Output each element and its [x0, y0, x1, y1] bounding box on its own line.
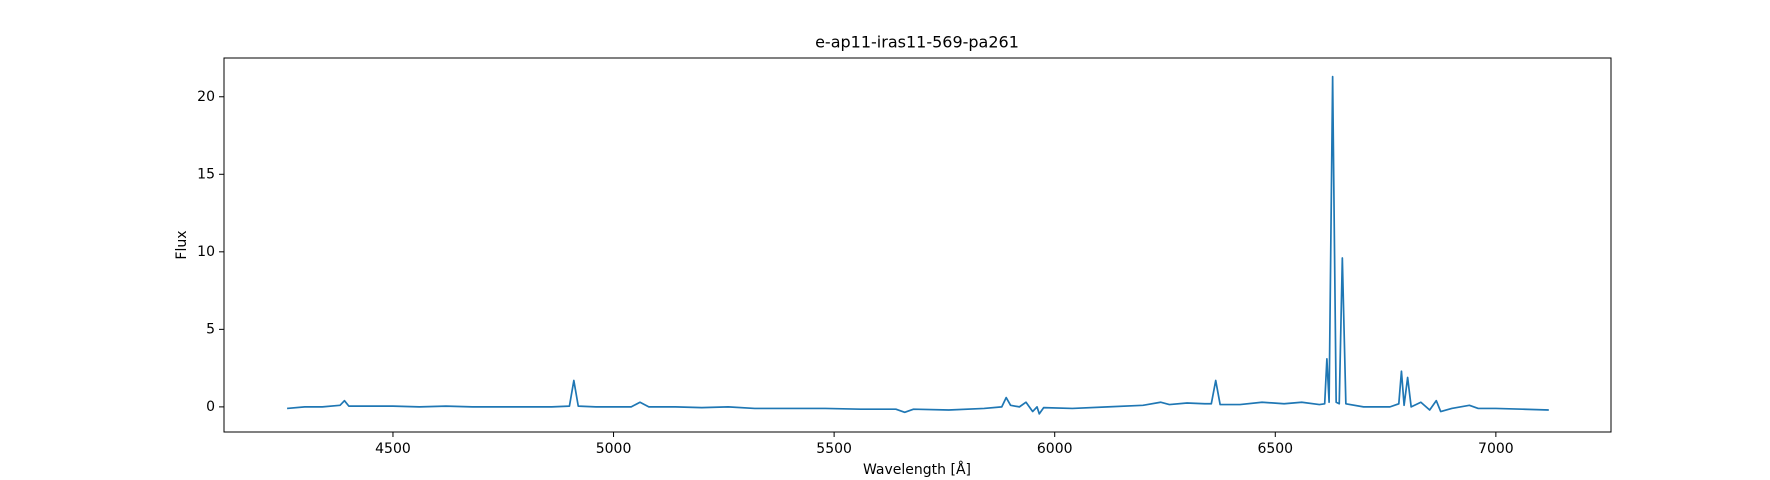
y-tick-label: 20: [197, 89, 215, 105]
y-axis-label: Flux: [174, 230, 190, 259]
x-tick-label: 6500: [1257, 441, 1293, 457]
plot-frame: [223, 57, 1612, 433]
x-tick-label: 4500: [375, 441, 411, 457]
x-tick-label: 5500: [816, 441, 852, 457]
x-tick-label: 6000: [1037, 441, 1073, 457]
chart-title: e-ap11-iras11-569-pa261: [815, 33, 1019, 52]
x-tick-label: 5000: [596, 441, 632, 457]
line: [287, 75, 1549, 415]
y-tick-label: 5: [206, 321, 215, 337]
y-tick-label: 0: [206, 399, 215, 415]
y-tick-label: 15: [197, 166, 215, 182]
y-tick-label: 10: [197, 244, 215, 260]
x-tick-label: 7000: [1478, 441, 1514, 457]
x-axis-label: Wavelength [Å]: [863, 461, 971, 478]
